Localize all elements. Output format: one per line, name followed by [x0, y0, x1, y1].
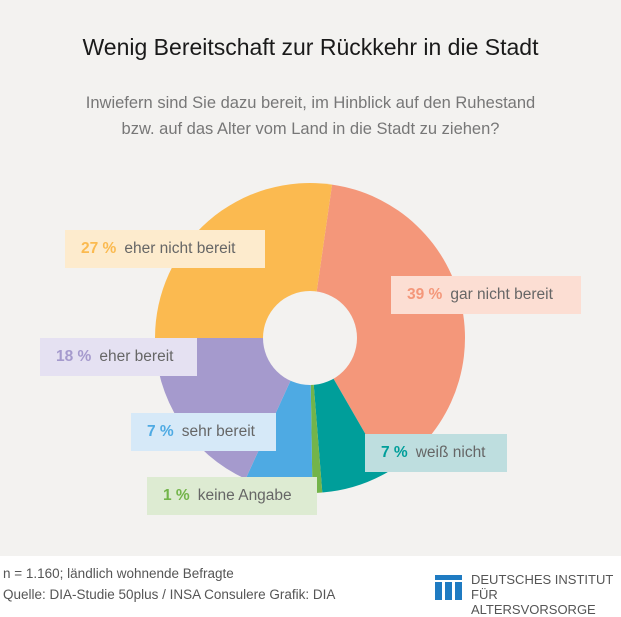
label-pct: 27 %	[81, 240, 117, 257]
label-text: sehr bereit	[181, 423, 255, 440]
chart-subtitle: Inwiefern sind Sie dazu bereit, im Hinbl…	[40, 90, 581, 142]
logo-line-1: DEUTSCHES INSTITUT	[471, 572, 614, 587]
label-text: eher nicht bereit	[124, 240, 236, 257]
label-gar-nicht-bereit: 39 % gar nicht bereit	[391, 276, 581, 314]
label-pct: 18 %	[56, 348, 92, 365]
label-text: eher bereit	[99, 348, 174, 365]
label-eher-bereit: 18 % eher bereit	[40, 338, 197, 376]
subtitle-line-2: bzw. auf das Alter vom Land in die Stadt…	[121, 120, 500, 138]
label-pct: 1 %	[163, 487, 190, 504]
label-text: gar nicht bereit	[450, 286, 553, 303]
chart-title: Wenig Bereitschaft zur Rückkehr in die S…	[82, 34, 539, 60]
label-keine-angabe: 1 % keine Angabe	[147, 477, 317, 515]
label-weiss-nicht: 7 % weiß nicht	[365, 434, 507, 472]
label-sehr-bereit: 7 % sehr bereit	[131, 413, 276, 451]
dia-logo-text: DEUTSCHES INSTITUT FÜR ALTERSVORSORGE	[471, 572, 621, 617]
logo-line-2: FÜR ALTERSVORSORGE	[471, 587, 596, 617]
slice-gar-nicht-bereit	[310, 184, 466, 473]
dia-logo-icon	[435, 575, 462, 600]
label-eher-nicht-bereit: 27 % eher nicht bereit	[65, 230, 265, 268]
label-pct: 7 %	[147, 423, 174, 440]
label-text: weiß nicht	[415, 444, 486, 461]
label-pct: 39 %	[407, 286, 443, 303]
footer-sample-note: n = 1.160; ländlich wohnende Befragte	[3, 566, 234, 581]
label-text: keine Angabe	[197, 487, 292, 504]
footer-source-note: Quelle: DIA-Studie 50plus / INSA Consule…	[3, 587, 336, 602]
subtitle-line-1: Inwiefern sind Sie dazu bereit, im Hinbl…	[85, 94, 536, 112]
label-pct: 7 %	[381, 444, 408, 461]
donut-hole	[263, 291, 357, 385]
